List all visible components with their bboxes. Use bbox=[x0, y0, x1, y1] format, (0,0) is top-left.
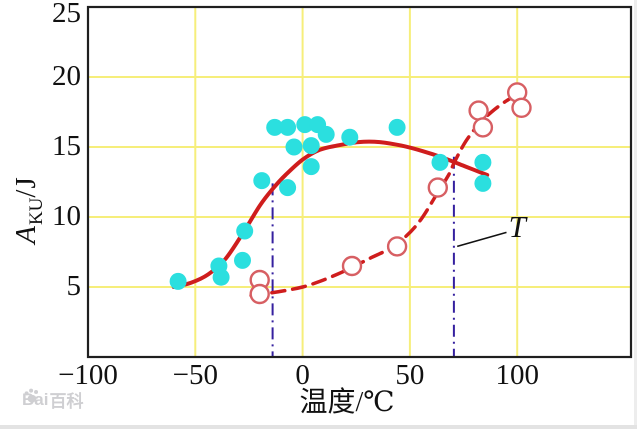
data-point-open bbox=[511, 97, 532, 119]
data-point-filled bbox=[296, 116, 314, 134]
data-point-filled bbox=[474, 174, 492, 192]
data-point-open bbox=[472, 117, 494, 138]
x-tick-label: −50 bbox=[172, 359, 218, 391]
data-point-filled bbox=[474, 153, 492, 171]
annotation-leader-line bbox=[456, 231, 507, 248]
data-point-filled bbox=[169, 272, 187, 290]
transition-temperature-label: T bbox=[508, 208, 526, 244]
data-point-filled bbox=[212, 268, 230, 286]
data-point-filled bbox=[266, 118, 284, 136]
data-point-filled bbox=[341, 128, 359, 146]
data-point-filled bbox=[285, 138, 303, 156]
y-axis-unit: /J bbox=[10, 176, 43, 198]
baidu-paw-icon bbox=[24, 388, 39, 403]
data-point-filled bbox=[431, 153, 449, 171]
y-tick-label: 20 bbox=[52, 59, 81, 92]
data-point-filled bbox=[253, 172, 271, 190]
data-point-filled bbox=[302, 137, 320, 155]
data-point-filled bbox=[317, 125, 335, 143]
data-point-open bbox=[341, 255, 363, 277]
x-axis-title: 温度/℃ bbox=[299, 387, 395, 418]
y-tick-label: 25 bbox=[52, 0, 81, 29]
data-point-filled bbox=[234, 251, 251, 269]
data-point-open bbox=[386, 236, 408, 257]
baidu-watermark: Bai 百科 bbox=[22, 387, 83, 412]
data-point-open bbox=[249, 283, 270, 305]
watermark-suffix: 百科 bbox=[49, 392, 84, 411]
data-point-filled bbox=[279, 118, 297, 136]
y-tick-label: 10 bbox=[52, 199, 81, 232]
data-point-open bbox=[427, 177, 448, 198]
y-tick-label: 15 bbox=[52, 129, 81, 162]
x-tick-label: 50 bbox=[395, 359, 425, 391]
data-point-filled bbox=[388, 118, 406, 136]
x-tick-label: 0 bbox=[295, 359, 310, 391]
data-point-open bbox=[468, 100, 489, 121]
data-point-filled bbox=[279, 179, 297, 197]
plot-border bbox=[86, 5, 633, 359]
y-tick-label: 5 bbox=[66, 269, 82, 302]
data-point-filled bbox=[302, 158, 320, 176]
data-point-filled bbox=[236, 222, 254, 240]
x-tick-label: −100 bbox=[58, 359, 118, 391]
x-tick-label: 100 bbox=[495, 359, 539, 391]
